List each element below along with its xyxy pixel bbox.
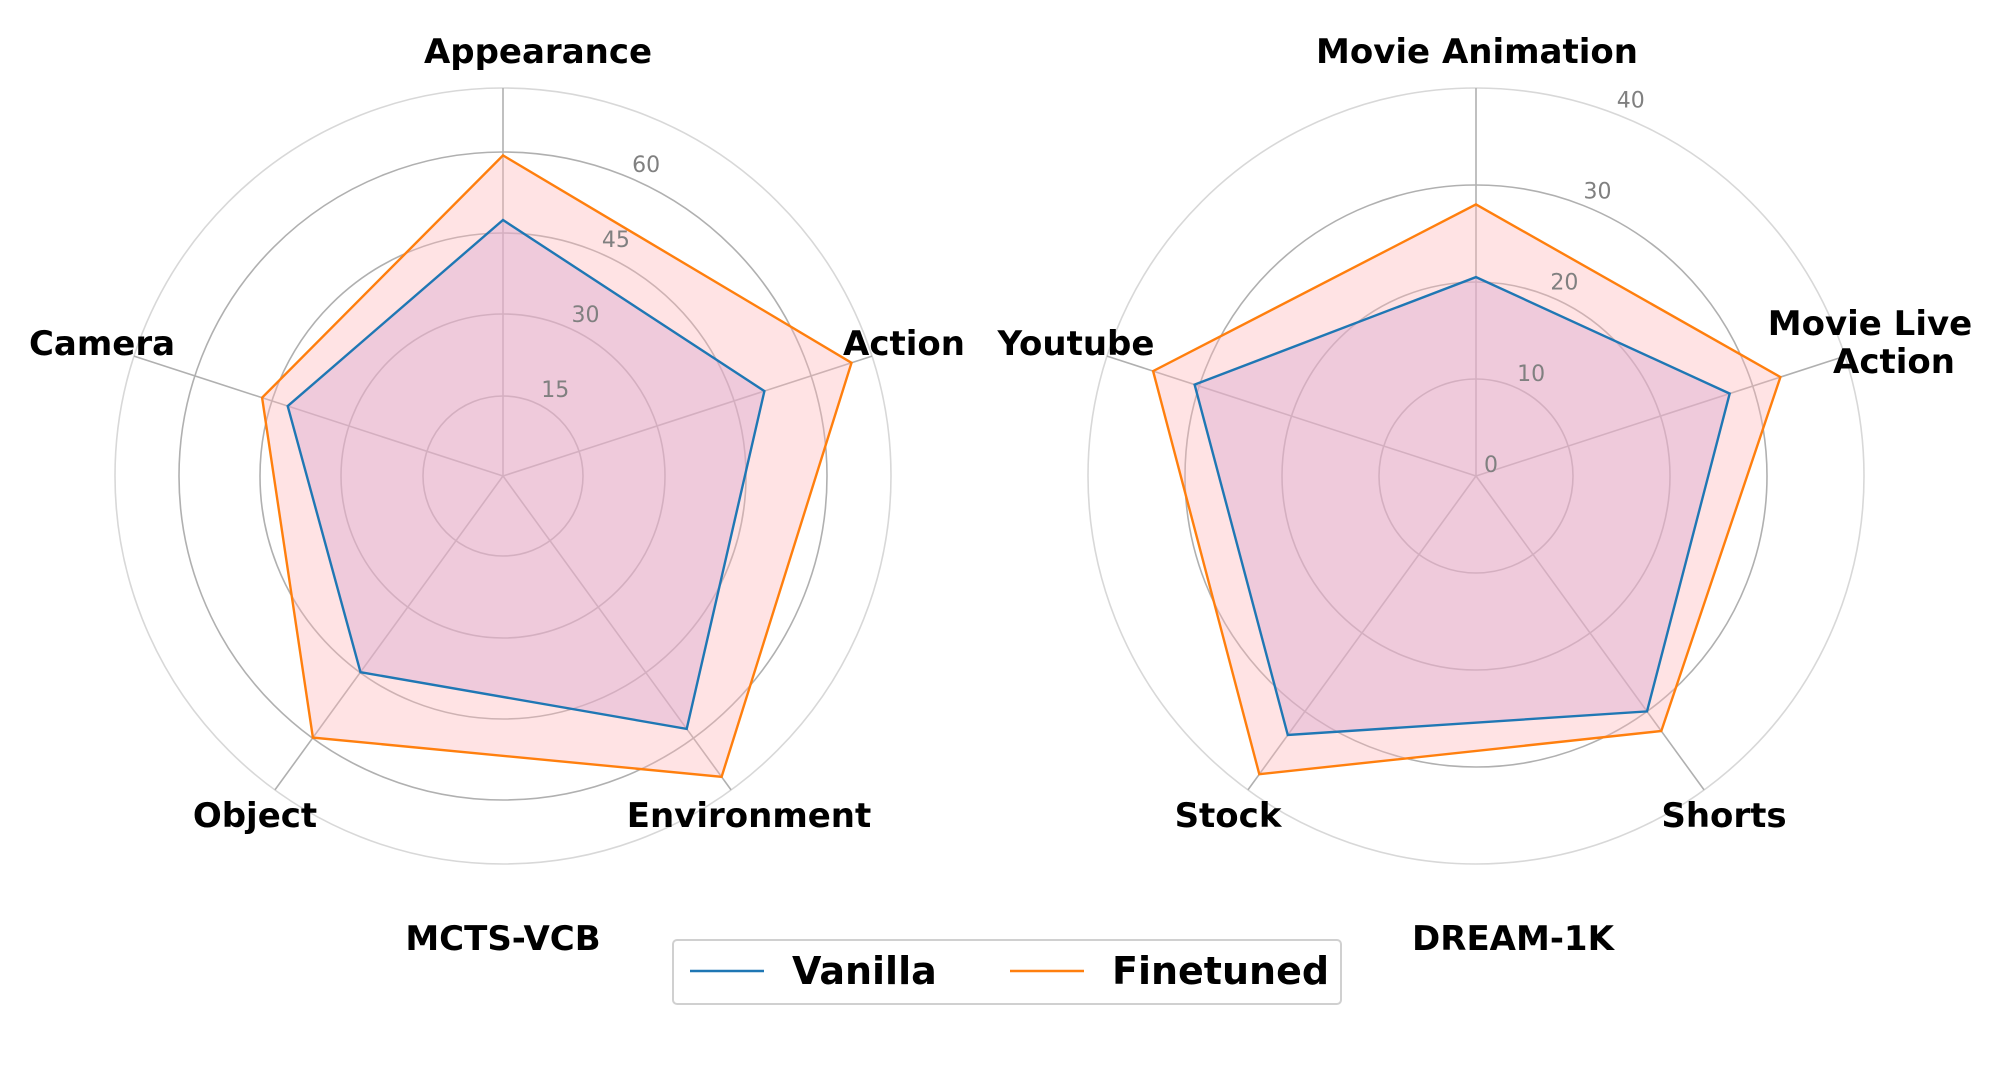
tick-label: 10 <box>1517 362 1545 387</box>
spoke-line <box>1475 355 1846 477</box>
tick-label: 15 <box>541 378 569 403</box>
axis-label-object: Object <box>193 796 317 836</box>
series-area-vanilla <box>287 220 765 729</box>
legend-label-vanilla: Vanilla <box>792 949 937 993</box>
legend: Vanilla Finetuned <box>672 939 1342 1005</box>
axis-label-stock: Stock <box>1175 796 1283 836</box>
legend-frame <box>672 939 1342 1005</box>
axis-label-shorts: Shorts <box>1661 796 1786 836</box>
chart-title: DREAM-1K <box>1412 919 1616 959</box>
legend-label-finetuned: Finetuned <box>1112 949 1329 993</box>
tick-label: 20 <box>1550 271 1578 296</box>
axis-label-action: Action <box>843 324 965 364</box>
tick-label: 45 <box>602 228 630 253</box>
tick-label: 30 <box>1584 180 1612 205</box>
spoke-line <box>133 355 504 477</box>
series-area-vanilla <box>1194 277 1730 735</box>
series-line-finetuned <box>1151 203 1782 776</box>
radar-chart-mcts-vcb: 15 30 45 60 Appearance Action Environment Objec… <box>29 32 965 959</box>
series-area-finetuned <box>262 155 852 777</box>
axis-label-movie-live-action: Movie Live Action <box>1768 304 1972 382</box>
axis-label-movie-animation: Movie Animation <box>1316 32 1638 72</box>
axis-label-camera: Camera <box>29 324 175 364</box>
series-line-finetuned <box>260 153 853 779</box>
tick-label: 40 <box>1617 88 1645 113</box>
axis-label-appearance: Appearance <box>424 32 652 72</box>
series-area-finetuned <box>1153 204 1781 775</box>
axis-label-environment: Environment <box>627 796 872 836</box>
series-line-vanilla <box>286 218 766 731</box>
radar-chart-dream-1k: 0 10 20 30 40 Movie Animation Movie Live Action… <box>997 32 1973 959</box>
chart-title: MCTS-VCB <box>405 919 600 959</box>
tick-label: 30 <box>572 303 600 328</box>
axis-label-youtube: Youtube <box>997 324 1155 364</box>
spoke-line <box>502 355 873 477</box>
spoke-line <box>1247 475 1477 791</box>
series-line-vanilla <box>1193 275 1732 737</box>
spoke-line <box>1475 475 1705 791</box>
spoke-line <box>1106 355 1477 477</box>
tick-label: 60 <box>632 153 660 178</box>
spoke-line <box>502 475 732 791</box>
tick-label: 0 <box>1484 453 1498 478</box>
